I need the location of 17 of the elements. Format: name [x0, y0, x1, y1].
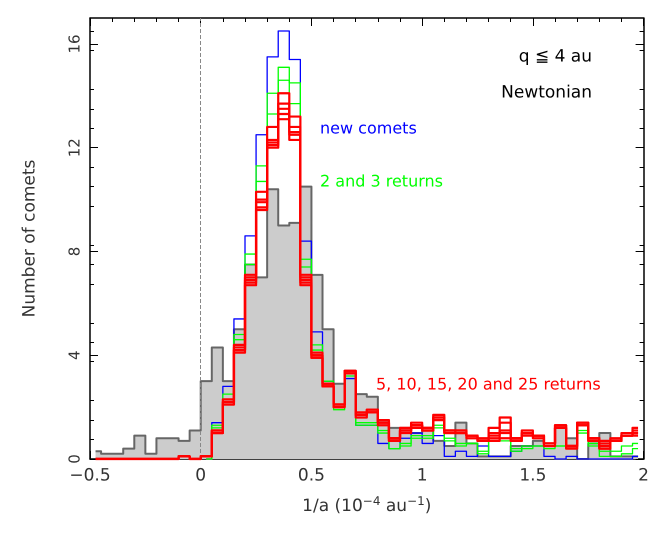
y-tick-label: 4 — [66, 350, 84, 360]
y-tick-label: 16 — [66, 34, 84, 54]
x-tick-label: 0 — [195, 466, 206, 486]
series-label: new comets — [320, 118, 417, 138]
annotation: Newtonian — [501, 82, 592, 102]
y-tick-label: 12 — [66, 138, 84, 158]
series-label: 2 and 3 returns — [320, 172, 443, 190]
x-tick-label: 1.5 — [519, 466, 546, 486]
y-axis-title: Number of comets — [20, 159, 40, 318]
y-tick-label: 0 — [66, 454, 84, 464]
x-tick-label: 0.5 — [298, 466, 325, 486]
annotation: q ≦ 4 au — [518, 46, 592, 66]
x-tick-label: 1 — [416, 466, 428, 486]
x-tick-label: −0.5 — [69, 466, 111, 486]
y-tick-label: 8 — [66, 246, 84, 256]
x-tick-label: 2 — [638, 466, 650, 486]
series-label: 5, 10, 15, 20 and 25 returns — [376, 374, 601, 394]
